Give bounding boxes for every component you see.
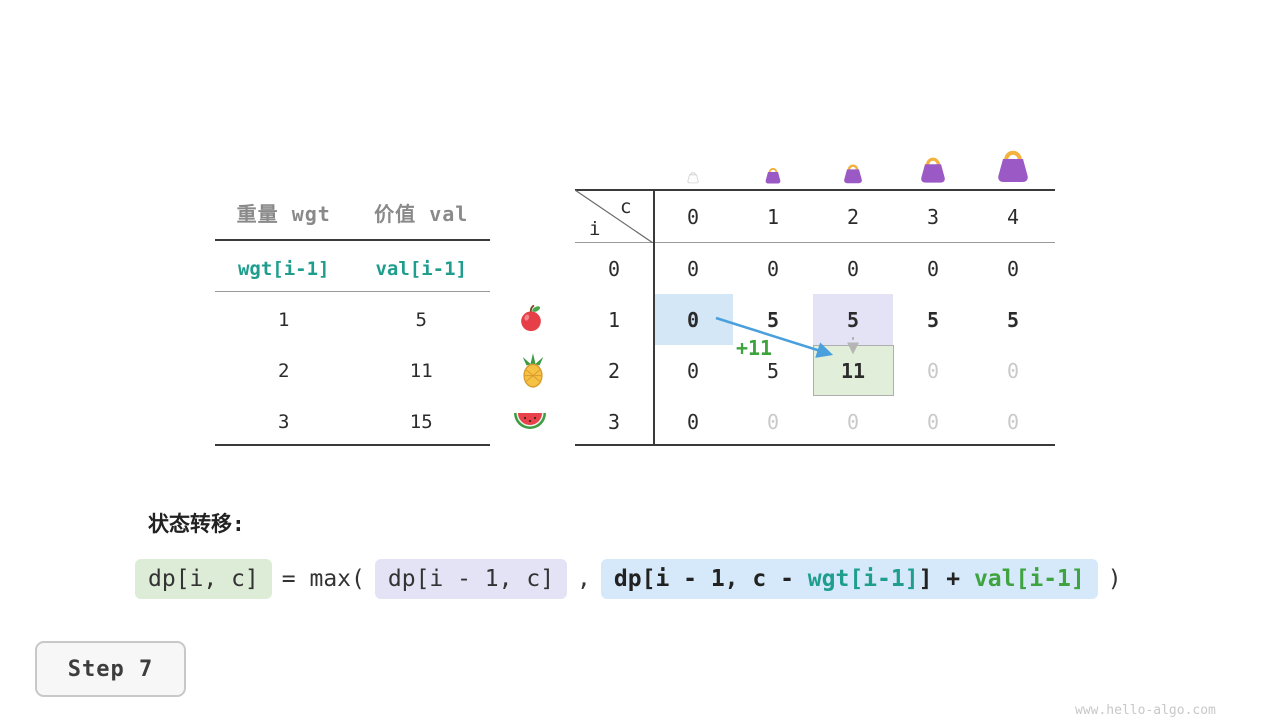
bag-capacity-2-icon: [844, 164, 862, 184]
formula-eq-max: = max(: [281, 566, 365, 592]
item-1-value: 5: [415, 309, 427, 331]
dp-cell: 0: [686, 256, 700, 281]
dp-table-bottom-rule: [575, 444, 1055, 446]
dp-cell: 0: [686, 358, 700, 383]
corner-row-var: i: [589, 218, 601, 240]
apple-icon: [521, 304, 541, 332]
dp-cell: 0: [686, 307, 700, 332]
item-3-value: 15: [409, 411, 433, 433]
item-table-header-value: 价值 val: [374, 201, 469, 226]
dp-cell: 5: [1006, 307, 1020, 332]
dp-cell: 0: [926, 358, 940, 383]
dp-cell: 0: [1006, 256, 1020, 281]
item-table-header-row: 重量 wgt 价值 val: [215, 197, 490, 227]
item-3-weight: 3: [278, 411, 290, 433]
formula-take-mid: ] +: [918, 566, 974, 592]
dp-col-header-1: 1: [766, 205, 780, 229]
transition-title: 状态转移:: [148, 512, 245, 536]
dp-row-header-1: 1: [607, 307, 621, 332]
dp-table-top-rule: [575, 189, 1055, 191]
dp-col-header-2: 2: [846, 205, 860, 229]
dp-col-header-4: 4: [1006, 205, 1020, 229]
dp-cell: 0: [846, 409, 860, 434]
item-row-3: 3 15: [215, 407, 490, 437]
pineapple-icon: [522, 353, 544, 388]
dp-cell: 0: [926, 256, 940, 281]
dp-cell: 0: [766, 256, 780, 281]
formula-comma: ,: [577, 566, 591, 592]
formula-keep-chip: dp[i - 1, c]: [374, 559, 568, 599]
formula-lhs-chip: dp[i, c]: [135, 559, 272, 599]
item-table-formula-row: wgt[i-1] val[i-1]: [215, 254, 490, 284]
bag-capacity-1-icon: [765, 167, 781, 184]
dp-cell: 0: [766, 409, 780, 434]
watermelon-icon: [514, 413, 546, 429]
dp-cell: 0: [1006, 409, 1020, 434]
item-2-weight: 2: [278, 360, 290, 382]
dp-cell: 0: [846, 256, 860, 281]
item-table-bottom-rule: [215, 444, 490, 446]
bag-capacity-4-icon: [998, 150, 1028, 182]
item-table-wgt-formula: wgt[i-1]: [237, 258, 330, 280]
dp-cell: 11: [840, 358, 866, 383]
dp-row-header-0: 0: [607, 256, 621, 281]
item-1-weight: 1: [278, 309, 290, 331]
dp-cell: 5: [766, 358, 780, 383]
step-badge: Step 7: [35, 641, 186, 697]
formula-take-val: val[i-1]: [973, 566, 1085, 592]
corner-diagonal-line: [575, 190, 653, 243]
item-table-val-formula: val[i-1]: [375, 258, 467, 280]
dp-table-header-rule: [575, 242, 1055, 243]
dp-row-header-3: 3: [607, 409, 621, 434]
formula-close-paren: ): [1107, 566, 1122, 592]
item-2-value: 11: [409, 360, 433, 382]
dp-row-header-2: 2: [607, 358, 621, 383]
arrow-value-label: +11: [735, 336, 773, 360]
item-table-header-weight: 重量 wgt: [236, 201, 331, 226]
dp-table-vertical-rule: [653, 190, 655, 444]
formula-take-chip: dp[i - 1, c - wgt[i-1]] + val[i-1]: [600, 559, 1098, 599]
formula-take-wgt: wgt[i-1]: [807, 566, 919, 592]
dp-cell: 0: [926, 409, 940, 434]
watermark: www.hello-algo.com: [1075, 703, 1216, 718]
corner-col-var: c: [620, 196, 632, 218]
dp-col-header-3: 3: [926, 205, 940, 229]
item-table-top-rule: [215, 239, 490, 241]
dp-cell: 0: [686, 409, 700, 434]
bag-capacity-3-icon: [921, 157, 945, 183]
dp-cell: 5: [846, 307, 860, 332]
item-row-2: 2 11: [215, 356, 490, 386]
dp-cell: 5: [926, 307, 940, 332]
bag-capacity-0-icon: [687, 172, 699, 184]
transition-formula: dp[i, c] = max( dp[i - 1, c] , dp[i - 1,…: [135, 559, 1122, 599]
item-table-mid-rule: [215, 291, 490, 292]
item-row-1: 1 5: [215, 305, 490, 335]
dp-col-header-0: 0: [686, 205, 700, 229]
dp-cell: 0: [1006, 358, 1020, 383]
formula-take-prefix: dp[i - 1, c -: [613, 566, 808, 592]
